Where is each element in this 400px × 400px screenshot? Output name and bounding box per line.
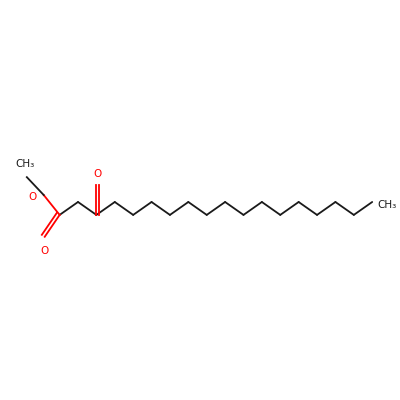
Text: O: O — [28, 192, 37, 202]
Text: O: O — [94, 169, 102, 179]
Text: O: O — [40, 246, 49, 256]
Text: CH₃: CH₃ — [15, 159, 34, 169]
Text: CH₃: CH₃ — [377, 200, 396, 210]
